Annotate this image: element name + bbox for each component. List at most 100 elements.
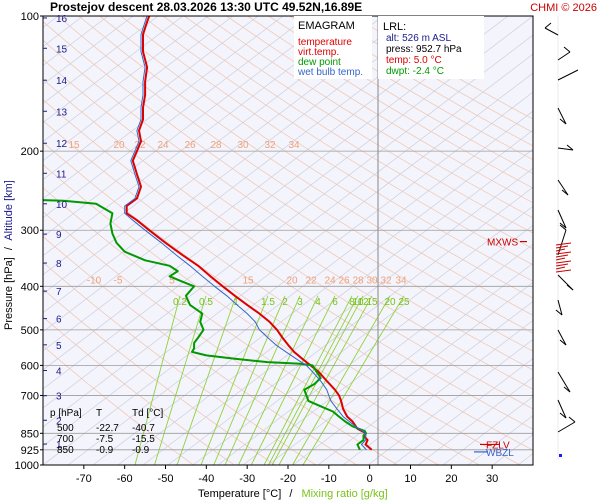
isotherm-line [142, 167, 533, 465]
pressure-tick-label: 400 [21, 281, 39, 293]
isotherm-label: 30 [237, 140, 249, 151]
wind-barb [557, 209, 567, 229]
dry-adiabat [43, 78, 533, 410]
mixing-ratio-lines [134, 295, 405, 465]
dry-adiabat [162, 16, 533, 250]
mixing-ratio-label: 2 [282, 297, 288, 308]
dry-adiabat [205, 16, 533, 219]
isotherm-label: 15 [242, 275, 254, 286]
x-axis-label-separator: / [289, 488, 293, 500]
isotherm-line [267, 262, 533, 465]
isotherm-line [43, 16, 284, 200]
isotherm-line [43, 72, 533, 447]
pressure-tick-label: 850 [21, 428, 39, 440]
x-axis-label: Temperature [°C] / Mixing ratio [g/kg] [198, 488, 388, 500]
pressure-tick-label: 600 [21, 360, 39, 372]
dry-adiabat [184, 16, 533, 234]
level-marker-label: FZLV [486, 440, 510, 451]
isotherm-label: 34 [288, 140, 300, 151]
mixing-ratio-line [302, 295, 405, 465]
altitude-tick-label: 3 [56, 392, 62, 403]
chart-title: Prostejov descent 28.03.2026 13:30 UTC 4… [50, 0, 362, 14]
pressure-tick-label: 200 [21, 146, 39, 158]
table-cell: 850 [57, 445, 74, 456]
isotherm-line [292, 281, 533, 465]
isotherm-label: 5 [169, 275, 175, 286]
pressure-tick-label: 300 [21, 225, 39, 237]
wind-barb [557, 421, 576, 433]
isotherm-label: 32 [380, 275, 392, 286]
mixing-ratio-line [213, 295, 286, 465]
mixing-ratio-line [268, 295, 359, 465]
lrl-dwpt: dwpt: -2.4 °C [386, 66, 444, 77]
wind-barb [544, 27, 559, 36]
isotherm-line [342, 319, 533, 465]
mixing-ratio-label: 1.5 [261, 297, 275, 308]
isotherm-label: -10 [87, 275, 102, 286]
altitude-tick-labels: 16 15 14 13 12 11 10 9 8 7 6 5 4 3 2 1 [43, 14, 68, 451]
dry-adiabat [226, 16, 533, 204]
level-marker-label: MXWS [487, 238, 518, 249]
isotherm-line [43, 16, 359, 257]
wind-barb-flag [559, 222, 567, 229]
pressure-tick-label: 1000 [15, 460, 39, 472]
chart-credit: CHMI © 2026 [530, 2, 597, 14]
isotherm-line [317, 300, 533, 465]
mixing-ratio-label: 20 [384, 297, 396, 308]
pressure-tick-label: 500 [21, 325, 39, 337]
wind-barb [557, 69, 579, 81]
mixing-ratio-label: 25 [398, 297, 410, 308]
wind-barb-flag [559, 224, 567, 231]
mixing-ratio-label: 1 [233, 297, 239, 308]
temperature-tick-label: 20 [445, 473, 457, 485]
wind-barb-max [555, 263, 569, 267]
altitude-tick-label: 10 [56, 200, 68, 211]
temperature-tick-label: 10 [404, 473, 416, 485]
isotherm-line [43, 16, 184, 123]
series-dew-point-line [43, 199, 367, 451]
isotherm-line [43, 16, 409, 295]
isotherm-label: 28 [352, 275, 364, 286]
y-axis-label-altitude: Altitude [km] [3, 180, 15, 241]
altitude-tick-label: 4 [56, 367, 62, 378]
pressure-tick-label: 700 [21, 390, 39, 402]
series-wet-bulb-temp-line [124, 16, 367, 451]
y-axis-label-pressure: Pressure [hPa] [3, 257, 15, 330]
isotherm-label: 24 [157, 140, 169, 151]
temperature-tick-label: -50 [158, 473, 174, 485]
mixing-ratio-label: 0.2 [173, 297, 187, 308]
pressure-tick-label: 925 [21, 445, 39, 457]
temperature-tick-label: -40 [198, 473, 214, 485]
wind-calm-marker [559, 454, 562, 457]
dry-adiabat [43, 99, 533, 430]
altitude-tick-label: 1 [56, 440, 62, 451]
isotherm-line [242, 243, 533, 465]
isotherm-line [43, 16, 234, 162]
temperature-tick-labels: -70 -60 -50 -40 -30 -20 -10 0 10 20 30 [76, 465, 498, 485]
mixing-ratio-line [154, 295, 207, 465]
table-cell: -40.7 [132, 423, 155, 434]
x-axis-label-mixing: Mixing ratio [g/kg] [301, 488, 387, 500]
wind-barb [557, 299, 563, 316]
isotherm-labels: 15 20 22 24 26 28 30 32 34-10 -5 5 15 20 22 24 26 28 30 32… [68, 140, 407, 286]
pressure-tick-label: 100 [21, 11, 39, 23]
isotherm-label: 15 [68, 140, 80, 151]
dry-adiabat [99, 16, 533, 299]
temperature-tick-label: -10 [321, 473, 337, 485]
wind-barb-max [555, 242, 572, 246]
wind-barb-flag [559, 412, 567, 419]
y-axis-label-separator: / [3, 246, 15, 250]
isotherm-line [43, 91, 533, 465]
mixing-ratio-label: 10 [352, 297, 364, 308]
wind-barb-flag [563, 386, 571, 393]
isotherm-line [167, 186, 533, 465]
profile-series [43, 16, 373, 451]
dry-adiabat [43, 39, 533, 371]
isotherm-line [67, 110, 533, 465]
isotherm-label: 20 [286, 275, 298, 286]
legend-entry: wet bulb temp. [297, 67, 363, 78]
altitude-tick-label: 13 [56, 107, 68, 118]
